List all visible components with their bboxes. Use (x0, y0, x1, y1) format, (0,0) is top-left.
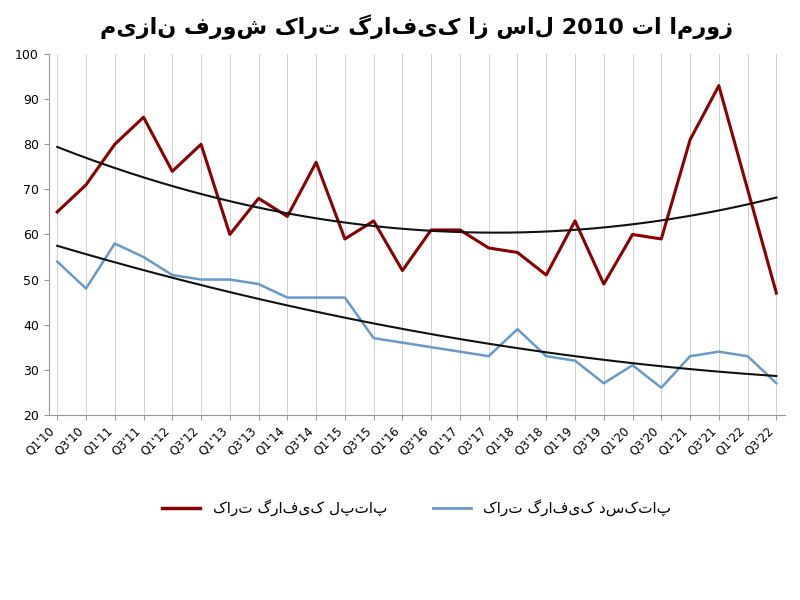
Legend: کارت گرافیک لپتاپ, کارت گرافیک دسکتاپ: کارت گرافیک لپتاپ, کارت گرافیک دسکتاپ (156, 493, 678, 523)
Title: میزان فروش کارت گرافیک از سال 2010 تا امروز: میزان فروش کارت گرافیک از سال 2010 تا ام… (100, 15, 734, 40)
